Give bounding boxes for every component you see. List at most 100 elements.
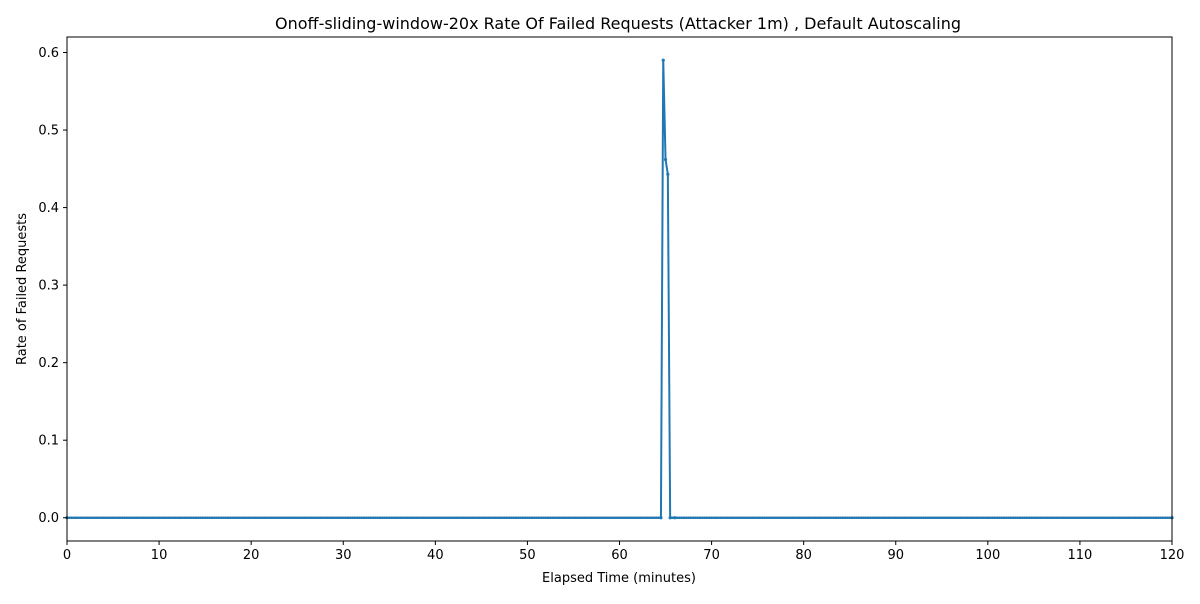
data-point [829, 516, 833, 520]
data-point [655, 516, 658, 520]
data-point [367, 516, 370, 520]
data-point [210, 516, 214, 520]
data-point [825, 516, 828, 520]
data-point [774, 516, 778, 520]
data-point [797, 516, 801, 520]
data-point [650, 516, 654, 520]
data-point [848, 516, 852, 520]
y-tick-label: 0.3 [38, 279, 59, 294]
data-point [574, 516, 578, 520]
data-point [413, 516, 416, 520]
data-point [125, 516, 129, 520]
data-point [443, 516, 446, 520]
data-point [369, 516, 373, 520]
data-point [72, 516, 76, 520]
data-point [756, 516, 759, 520]
data-point [804, 516, 808, 520]
data-point [666, 172, 670, 176]
data-point [726, 516, 729, 520]
data-point [127, 516, 131, 520]
data-point [641, 516, 644, 520]
data-point [841, 516, 845, 520]
data-point [213, 516, 216, 520]
data-point [229, 516, 232, 520]
data-point [560, 516, 564, 520]
data-point [811, 516, 815, 520]
data-point [917, 516, 921, 520]
data-point [371, 516, 375, 520]
x-tick-label: 50 [519, 548, 536, 563]
data-point [613, 516, 617, 520]
data-point [173, 516, 177, 520]
x-tick-label: 80 [795, 548, 812, 563]
data-point [293, 516, 297, 520]
data-point [226, 516, 230, 520]
data-point [1016, 516, 1020, 520]
plot-area [65, 58, 1174, 520]
data-point [864, 516, 868, 520]
data-point [348, 516, 352, 520]
data-point [882, 516, 886, 520]
data-point [155, 516, 159, 520]
data-point [397, 516, 400, 520]
data-point [539, 516, 543, 520]
data-point [463, 516, 467, 520]
data-point [1087, 516, 1091, 520]
data-point [434, 516, 437, 520]
data-point [102, 516, 106, 520]
data-point [123, 516, 126, 520]
data-point [901, 516, 904, 520]
data-point [496, 516, 499, 520]
data-point [475, 516, 479, 520]
data-point [648, 516, 651, 520]
data-point [834, 516, 838, 520]
data-point [832, 516, 835, 520]
data-point [562, 516, 566, 520]
data-point [438, 516, 442, 520]
data-point [351, 516, 354, 520]
data-point [632, 516, 635, 520]
data-point [208, 516, 212, 520]
y-tick-label: 0.4 [38, 201, 59, 216]
data-point [284, 516, 288, 520]
data-point [408, 516, 412, 520]
data-point [597, 516, 601, 520]
data-point [160, 516, 163, 520]
data-point [772, 516, 776, 520]
data-point [249, 516, 253, 520]
data-point [1000, 516, 1003, 520]
data-point [751, 516, 755, 520]
y-tick-label: 0.2 [38, 356, 59, 371]
data-point [1152, 516, 1155, 520]
data-point [779, 516, 782, 520]
data-point [378, 516, 382, 520]
data-point [521, 516, 525, 520]
data-point [309, 516, 313, 520]
data-point [885, 516, 888, 520]
data-point [599, 516, 603, 520]
data-point [470, 516, 474, 520]
data-point [1009, 516, 1013, 520]
data-point [526, 516, 529, 520]
data-point [802, 516, 805, 520]
data-point [406, 516, 410, 520]
data-point [468, 516, 472, 520]
data-point [995, 516, 999, 520]
x-tick-label: 90 [887, 548, 904, 563]
y-tick-label: 0.6 [38, 46, 59, 61]
data-point [1140, 516, 1144, 520]
data-point [252, 516, 255, 520]
data-point [394, 516, 398, 520]
data-point [387, 516, 391, 520]
data-point [928, 516, 932, 520]
data-point [528, 516, 532, 520]
data-point [949, 516, 953, 520]
data-point [325, 516, 329, 520]
data-point [141, 516, 145, 520]
data-point [240, 516, 244, 520]
data-point [452, 516, 456, 520]
data-point [1055, 516, 1059, 520]
data-point [116, 516, 119, 520]
